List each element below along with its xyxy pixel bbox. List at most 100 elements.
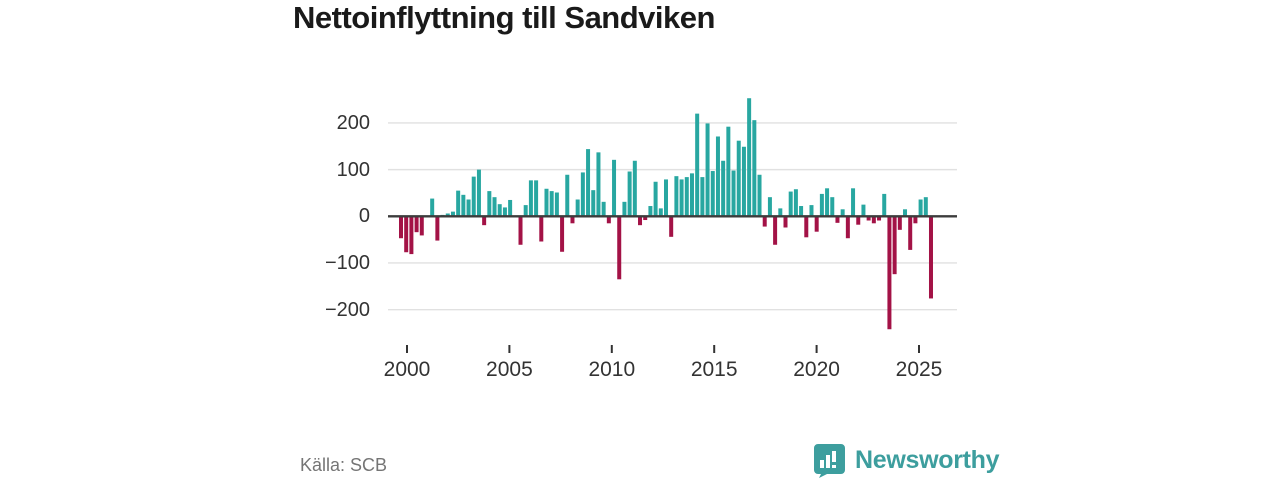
bar <box>664 179 668 217</box>
bar <box>762 216 767 227</box>
bar <box>575 199 580 217</box>
source-caption: Källa: SCB <box>300 455 388 475</box>
bar <box>710 171 715 217</box>
bar <box>700 177 705 217</box>
bar <box>840 209 845 217</box>
bar <box>554 192 559 217</box>
bar <box>877 216 882 221</box>
bar <box>799 206 804 217</box>
bar <box>913 216 918 224</box>
bar <box>471 176 476 217</box>
bar <box>601 201 606 217</box>
bar <box>497 204 502 217</box>
bar <box>845 216 850 239</box>
bar <box>419 216 424 236</box>
bar <box>783 216 788 228</box>
bar <box>715 136 720 217</box>
bar <box>830 197 835 217</box>
bar <box>819 193 824 217</box>
bar <box>591 190 596 217</box>
bar <box>689 173 694 217</box>
bar <box>643 216 648 221</box>
bar <box>653 181 658 217</box>
bar <box>767 197 772 217</box>
bar <box>606 216 611 224</box>
bar <box>856 216 861 225</box>
bar <box>622 201 627 217</box>
bar <box>835 216 840 223</box>
bar <box>399 216 403 239</box>
bar <box>887 216 892 330</box>
bar <box>928 216 933 299</box>
y-axis-tick-label: 100 <box>336 158 370 181</box>
y-axis-tick-label: −100 <box>324 251 370 274</box>
bar <box>721 160 726 217</box>
bar <box>482 216 487 226</box>
bar <box>923 197 928 217</box>
bar <box>502 207 507 217</box>
bar <box>851 188 856 217</box>
bar <box>404 216 409 253</box>
x-axis-tick-label: 2015 <box>690 358 738 381</box>
bar <box>866 216 871 221</box>
bar <box>508 199 513 217</box>
bar <box>726 126 731 217</box>
bar <box>549 191 554 217</box>
bar <box>871 216 876 224</box>
bar <box>570 216 575 224</box>
bar <box>539 216 544 242</box>
brand-logo: Newsworthy <box>813 442 1000 478</box>
x-axis-tick-marks <box>406 345 920 353</box>
bar <box>747 98 752 217</box>
bar <box>518 216 523 245</box>
bar <box>825 188 830 217</box>
bar <box>861 204 866 217</box>
chart-title: Nettoinflyttning till Sandviken <box>293 0 715 35</box>
bar <box>450 211 455 217</box>
bar <box>788 191 793 217</box>
bar <box>456 190 461 217</box>
bar <box>596 152 601 217</box>
bar <box>638 216 643 226</box>
bar <box>528 180 533 217</box>
bar <box>669 216 674 237</box>
bar <box>882 193 887 217</box>
bar <box>414 216 419 233</box>
bar <box>648 206 653 217</box>
gridlines <box>388 122 957 311</box>
x-axis-tick-label: 2005 <box>486 358 533 381</box>
bar <box>684 177 689 217</box>
bar <box>679 179 684 217</box>
bar <box>632 160 637 217</box>
bar <box>461 194 466 217</box>
bar <box>565 174 570 217</box>
bar <box>580 172 585 217</box>
x-axis-tick-label: 2025 <box>895 358 943 381</box>
x-axis-tick-label: 2000 <box>383 358 431 381</box>
bar <box>658 208 663 217</box>
bar <box>523 205 528 217</box>
bar <box>793 189 798 217</box>
bar <box>476 169 481 217</box>
bar <box>466 199 471 217</box>
bar <box>487 191 492 217</box>
bar <box>903 209 908 217</box>
bar <box>773 216 778 245</box>
bar <box>560 216 565 252</box>
bar <box>804 216 809 238</box>
bar <box>409 216 414 255</box>
bar <box>892 216 897 275</box>
bar <box>814 216 819 232</box>
bar <box>612 159 617 217</box>
bar <box>897 216 902 230</box>
y-axis-tick-label: −200 <box>324 298 370 321</box>
bar <box>778 208 783 217</box>
bar <box>809 205 814 217</box>
bar <box>627 171 632 217</box>
bar <box>736 140 741 217</box>
bar <box>492 197 497 217</box>
bar <box>741 146 746 217</box>
bar <box>617 216 622 280</box>
bar <box>705 123 710 217</box>
